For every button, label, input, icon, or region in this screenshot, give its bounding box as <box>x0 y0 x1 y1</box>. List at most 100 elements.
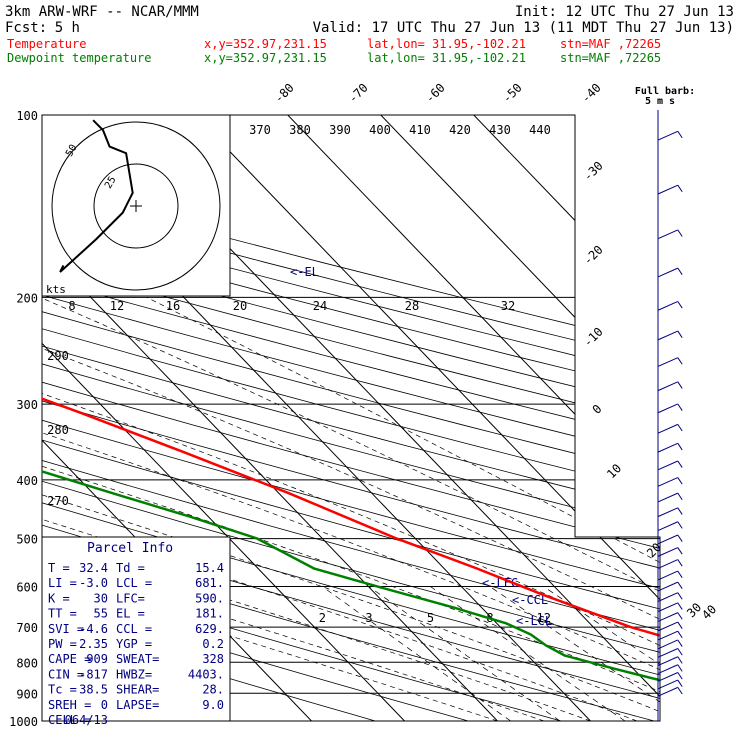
theta-label: 280 <box>47 423 69 437</box>
wind-barb-flag <box>677 534 683 542</box>
theta-e-label: 430 <box>489 123 511 137</box>
level-label: <-CCL <box>512 593 548 607</box>
dry-adiabat-line <box>42 115 660 721</box>
isotherm-label: -40 <box>579 81 604 106</box>
wind-barb-flag <box>677 639 683 647</box>
wind-barb-flag <box>677 357 683 365</box>
wind-barb-flag <box>677 403 683 411</box>
mixing-ratio-line <box>543 586 660 721</box>
wind-barb <box>657 581 679 592</box>
dry-adiabat-line <box>42 115 660 721</box>
wind-barb <box>657 381 679 392</box>
wind-barb-flag <box>677 592 683 600</box>
hodograph-ring-outer <box>51 121 221 291</box>
wind-barb <box>657 559 679 569</box>
parcel-info-value: 4403. <box>188 667 224 681</box>
wind-barb <box>657 630 679 641</box>
moist-adiabat-line <box>42 297 545 721</box>
temperature-station: stn=MAF ,72265 <box>560 37 661 51</box>
wind-barb-flag <box>677 267 683 275</box>
dry-adiabat-line <box>42 115 660 721</box>
wind-barb <box>657 656 679 666</box>
moist-adiabat-line <box>42 297 660 721</box>
dewpoint-trace <box>42 115 660 698</box>
level-label: <-LFC <box>482 576 518 590</box>
pressure-tick-label: 1000 <box>9 715 38 729</box>
parcel-info-value: LAPSE= <box>116 698 159 712</box>
dry-adiabat-line <box>42 115 660 721</box>
wind-barb-flag <box>677 648 683 656</box>
wind-barb-flag <box>677 612 683 620</box>
theta-e-label: 420 <box>449 123 471 137</box>
isotherm-label: -70 <box>346 81 371 106</box>
parcel-info-value: 629. <box>195 622 224 636</box>
speed-axis-label: 32 <box>501 299 515 313</box>
dry-adiabat-line <box>42 115 660 721</box>
wind-barb <box>657 477 679 487</box>
dewpoint-latlon: lat,lon= 31.95,-102.21 <box>367 51 526 65</box>
wind-barb-flag <box>677 621 683 629</box>
parcel-info-value: K = <box>48 591 70 605</box>
wind-barb <box>657 267 679 278</box>
isotherm-label: -10 <box>581 325 606 350</box>
parcel-info-value: 38.5 <box>79 683 108 697</box>
parcel-info-value: YGP = <box>116 637 152 651</box>
wind-barb-flag <box>677 679 683 687</box>
init-time: Init: 12 UTC Thu 27 Jun 13 <box>515 4 734 20</box>
wind-barb-flag <box>677 570 683 578</box>
parcel-info-value: -3.0 <box>79 576 108 590</box>
speed-axis-label: 8 <box>68 299 75 313</box>
pressure-tick-label: 100 <box>16 109 38 123</box>
dry-adiabat-line <box>42 115 660 721</box>
temperature-trace <box>42 126 660 698</box>
isotherm-line <box>42 115 498 721</box>
parcel-info-value: CCL = <box>116 622 152 636</box>
pressure-tick-label: 700 <box>16 621 38 635</box>
dry-adiabat-line <box>42 115 660 721</box>
parcel-info-value: -817 <box>79 667 108 681</box>
isotherm-label: -60 <box>423 81 448 106</box>
wind-barb <box>657 357 679 367</box>
model-title: 3km ARW-WRF -- NCAR/MMM <box>5 4 199 20</box>
dry-adiabat-line <box>42 115 562 721</box>
wind-barb-flag <box>677 630 683 639</box>
parcel-info-value: 32.4 <box>79 561 108 575</box>
parcel-info-value: -4.6 <box>79 622 108 636</box>
wind-barb <box>657 301 679 311</box>
dry-adiabat-line <box>42 115 660 721</box>
sounding-traces <box>42 115 660 698</box>
parcel-info-value: 28. <box>202 683 224 697</box>
wind-barb <box>657 534 679 545</box>
wind-barb-flag <box>677 656 683 664</box>
wind-barb <box>657 330 679 341</box>
forecast-hours: 5 h <box>55 20 80 36</box>
dry-adiabat-line <box>42 115 660 721</box>
valid-time: Valid: 17 UTC Thu 27 Jun 13 (11 MDT Thu … <box>313 20 734 36</box>
parcel-info-value: 55 <box>94 607 108 621</box>
speed-axis-label: 12 <box>110 299 124 313</box>
wind-barb-flag <box>677 521 683 529</box>
wind-barb-flag <box>677 330 683 338</box>
parcel-info-panel: Parcel Info T = 32.4 Td = 15.4 LI = -3.0 LCL =… <box>41 536 231 727</box>
wind-barb <box>657 403 679 414</box>
pressure-tick-label: 200 <box>16 291 38 305</box>
parcel-info-value: LFC= <box>116 591 145 605</box>
parcel-info-value: 30 <box>94 591 108 605</box>
isotherm-label: 20 <box>644 540 664 560</box>
wind-barb-flag <box>677 687 683 695</box>
wind-barb <box>657 612 679 622</box>
parcel-info-value: PW = <box>48 637 77 651</box>
wind-barb-flag <box>677 443 683 451</box>
wind-barbs <box>657 110 683 721</box>
speed-axis-label: 16 <box>166 299 180 313</box>
parcel-info-value: 2.35 <box>79 637 108 651</box>
wind-barb-flag <box>677 477 683 485</box>
parcel-info-value: CIN = <box>48 667 84 681</box>
dry-adiabat-line <box>42 115 660 721</box>
level-label: <-EL <box>290 265 319 279</box>
wind-barb-flag <box>677 507 683 515</box>
pressure-tick-label: 400 <box>16 474 38 488</box>
wind-barb <box>657 679 679 690</box>
barb-scale-units: 5 m s <box>645 96 675 107</box>
